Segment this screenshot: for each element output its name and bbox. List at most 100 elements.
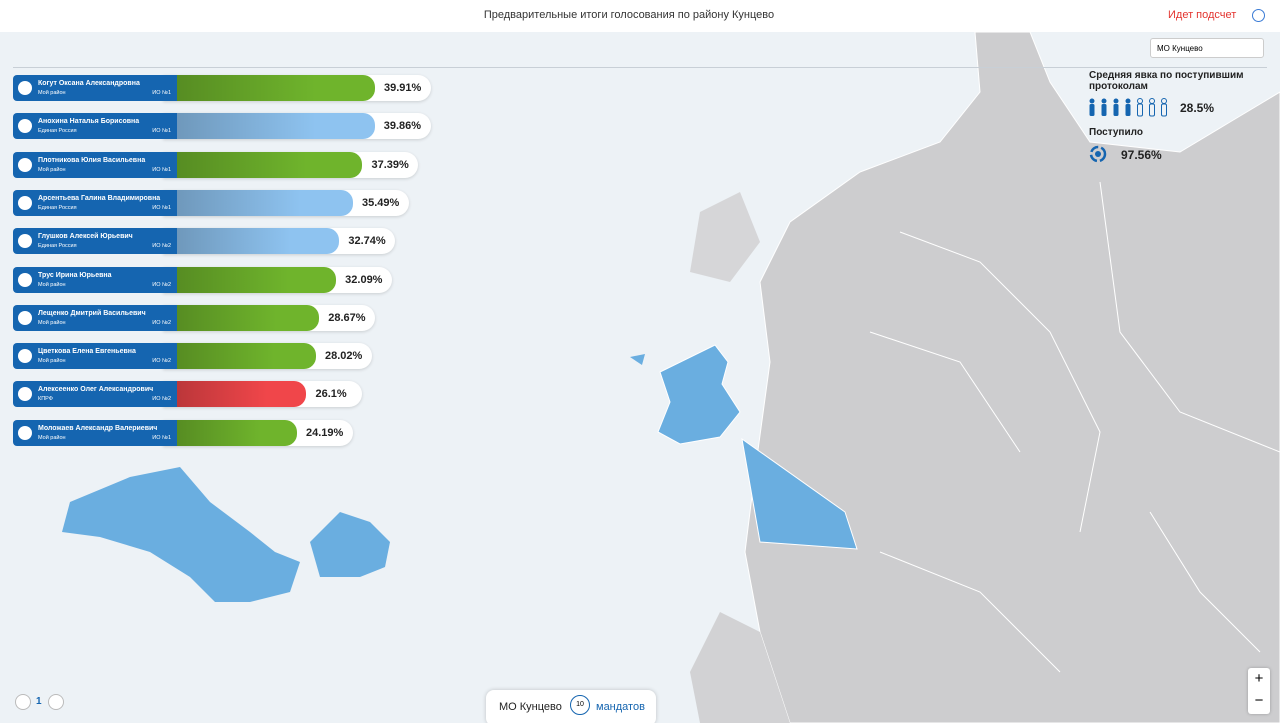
candidate-party: КПРФ <box>38 396 53 403</box>
candidate-card: Когут Оксана Александровна Мой район ИО №1 <box>13 75 177 101</box>
bar <box>177 343 316 370</box>
candidate-row: Цветкова Елена Евгеньевна Мой район ИО №2 2… <box>13 343 376 370</box>
candidate-card: Алексеенко Олег Александрович КПРФ ИО №2 <box>13 381 177 408</box>
bar <box>177 75 375 101</box>
candidate-district: ИО №2 <box>152 319 171 326</box>
value-label: 39.86% <box>383 120 422 133</box>
page-number[interactable]: 1 <box>36 696 42 707</box>
candidate-card: Моложаев Александр Валериевич Мой район ИО… <box>13 419 177 446</box>
play-button[interactable] <box>1252 9 1265 22</box>
candidate-district: ИО №1 <box>152 90 171 96</box>
bar <box>177 419 297 446</box>
candidate-party: Мой район <box>38 319 66 326</box>
divider <box>13 67 1267 68</box>
candidate-name: Плотникова Юлия Васильевна <box>38 156 146 164</box>
candidate-card: Арсентьева Галина Владимировна Единая Рос… <box>13 189 177 216</box>
candidate-name: Анохина Наталья Борисовна <box>38 118 140 126</box>
party-logo <box>18 425 32 440</box>
bar <box>177 228 340 255</box>
value-label: 32.09% <box>345 273 383 286</box>
candidate-card: Лещенко Дмитрий Васильевич Мой район ИО №2 <box>13 304 177 331</box>
candidate-party: Мой район <box>38 434 66 441</box>
footer-box: МО Кунцево 10 мандатов <box>486 690 656 723</box>
value-label: 37.39% <box>371 158 409 171</box>
candidate-name: Трус Ирина Юрьевна <box>38 271 112 279</box>
candidate-card: Глушков Алексей Юрьевич Единая Россия ИО №… <box>13 228 177 255</box>
mandates-label: мандатов <box>596 701 645 713</box>
party-logo <box>18 195 32 210</box>
bar <box>177 151 363 178</box>
candidate-row: Когут Оксана Александровна Мой район ИО №1… <box>13 75 435 101</box>
party-logo <box>18 310 32 325</box>
next-page[interactable] <box>48 694 64 710</box>
party-logo <box>18 272 32 287</box>
candidate-district: ИО №2 <box>152 396 171 403</box>
party-logo <box>18 157 32 172</box>
district-select[interactable]: МО Кунцево <box>1150 38 1264 58</box>
candidate-party: Мой район <box>38 90 66 96</box>
candidate-district: ИО №2 <box>152 243 171 250</box>
candidate-row: Алексеенко Олег Александрович КПРФ ИО №2 26… <box>13 381 366 408</box>
received-value: 97.56% <box>1121 148 1162 162</box>
candidate-row: Плотникова Юлия Васильевна Мой район ИО №1… <box>13 151 422 178</box>
candidate-name: Цветкова Елена Евгеньевна <box>38 348 136 356</box>
value-label: 28.67% <box>328 311 366 324</box>
candidate-district: ИО №2 <box>152 281 171 288</box>
candidate-district: ИО №1 <box>152 128 171 135</box>
candidate-card: Трус Ирина Юрьевна Мой район ИО №2 <box>13 266 177 293</box>
bar <box>177 113 375 140</box>
candidate-district: ИО №1 <box>152 166 171 173</box>
party-logo <box>18 119 32 134</box>
party-logo <box>18 349 32 364</box>
candidate-card: Плотникова Юлия Васильевна Мой район ИО №1 <box>13 151 177 178</box>
header: Предварительные итоги голосования по рай… <box>0 0 1280 32</box>
value-label: 26.1% <box>315 388 347 401</box>
candidate-row: Трус Ирина Юрьевна Мой район ИО №2 32.09% <box>13 266 396 293</box>
zoom-out[interactable]: − <box>1254 692 1264 709</box>
candidate-name: Арсентьева Галина Владимировна <box>38 194 161 202</box>
candidate-name: Лещенко Дмитрий Васильевич <box>38 309 146 317</box>
received-label: Поступило <box>1089 127 1143 138</box>
turnout-icons <box>1089 98 1167 117</box>
footer-district: МО Кунцево <box>499 701 562 713</box>
zoom-in[interactable]: + <box>1254 670 1264 687</box>
candidate-party: Единая Россия <box>38 128 77 135</box>
party-logo <box>18 81 32 95</box>
party-logo <box>18 234 32 249</box>
candidate-party: Мой район <box>38 358 66 365</box>
candidate-name: Когут Оксана Александровна <box>38 80 140 87</box>
value-label: 24.19% <box>305 426 344 439</box>
candidate-district: ИО №1 <box>152 434 171 441</box>
zoom-control: + − <box>1248 668 1270 714</box>
candidate-district: ИО №2 <box>152 358 171 365</box>
party-logo <box>18 387 32 402</box>
district-select-text: МО Кунцево <box>1157 44 1203 53</box>
candidate-party: Единая Россия <box>38 204 77 211</box>
bar <box>177 304 320 331</box>
value-label: 35.49% <box>362 196 400 209</box>
candidate-party: Единая Россия <box>38 243 77 250</box>
candidate-card: Цветкова Елена Евгеньевна Мой район ИО №2 <box>13 343 177 370</box>
turnout-label: Средняя явка по поступившим протоколам <box>1089 70 1244 92</box>
status: Идет подсчет <box>1168 9 1237 21</box>
mandates-count: 10 <box>570 695 590 715</box>
value-label: 28.02% <box>324 350 363 363</box>
candidate-row: Моложаев Александр Валериевич Мой район ИО… <box>13 419 357 446</box>
value-label: 39.91% <box>383 82 422 94</box>
candidate-party: Мой район <box>38 281 66 288</box>
candidate-party: Мой район <box>38 166 66 173</box>
candidate-name: Глушков Алексей Юрьевич <box>38 233 133 241</box>
page-title: Предварительные итоги голосования по рай… <box>483 9 775 21</box>
candidate-row: Анохина Наталья Борисовна Единая Россия ИО… <box>13 113 435 140</box>
received-icon <box>1089 145 1107 163</box>
value-label: 32.74% <box>348 235 386 248</box>
candidate-row: Арсентьева Галина Владимировна Единая Рос… <box>13 189 413 216</box>
turnout-value: 28.5% <box>1180 101 1215 115</box>
bar <box>177 189 354 216</box>
map <box>62 32 1280 723</box>
prev-page[interactable] <box>15 694 31 710</box>
candidate-row: Лещенко Дмитрий Васильевич Мой район ИО №2… <box>13 304 379 331</box>
candidate-card: Анохина Наталья Борисовна Единая Россия ИО… <box>13 113 177 140</box>
